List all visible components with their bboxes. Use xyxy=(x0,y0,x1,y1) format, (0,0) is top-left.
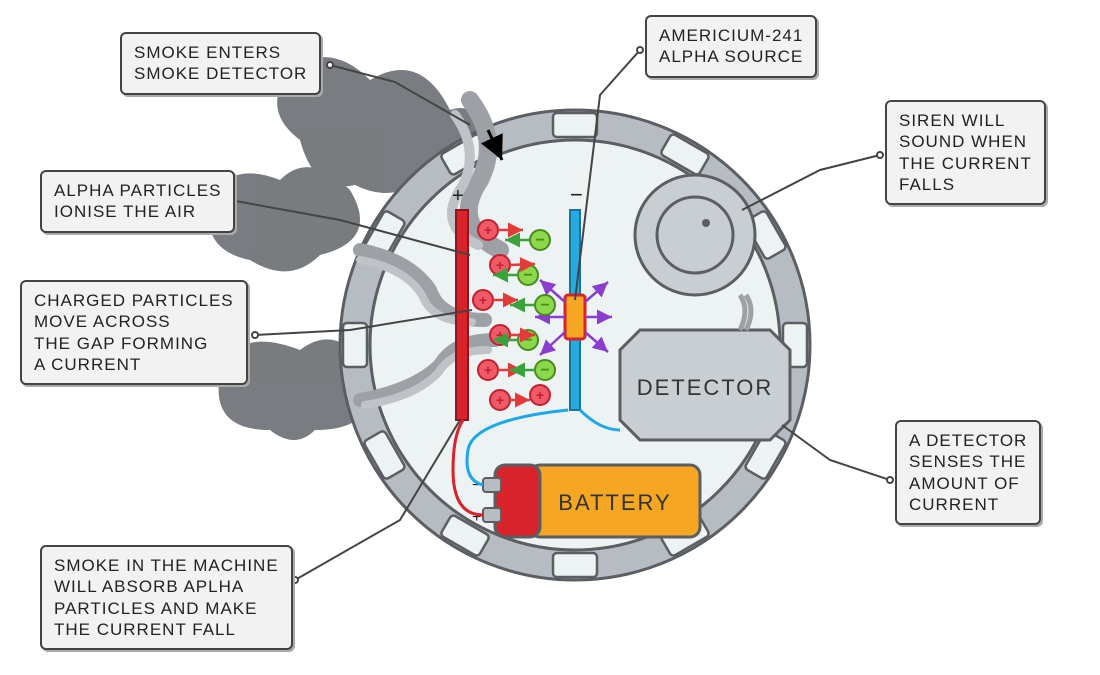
battery-plus: + xyxy=(472,509,481,526)
battery-label: BATTERY xyxy=(558,490,671,515)
svg-text:+: + xyxy=(496,392,504,408)
alpha-source xyxy=(565,295,585,339)
svg-text:−: − xyxy=(535,232,544,249)
label-siren: SIREN WILL SOUND WHEN THE CURRENT FALLS xyxy=(885,100,1046,205)
label-smoke-absorb: SMOKE IN THE MACHINE WILL ABSORB APLHA P… xyxy=(40,545,293,650)
minus-sign-plate: − xyxy=(570,182,583,207)
svg-text:−: − xyxy=(540,362,549,379)
svg-text:+: + xyxy=(536,387,544,403)
svg-text:+: + xyxy=(479,292,487,308)
label-alpha-ionise: ALPHA PARTICLES IONISE THE AIR xyxy=(40,170,235,233)
svg-text:+: + xyxy=(496,257,504,273)
svg-text:+: + xyxy=(484,362,492,378)
label-smoke-enters: SMOKE ENTERS SMOKE DETECTOR xyxy=(120,32,321,95)
detector-label: DETECTOR xyxy=(637,375,774,400)
svg-text:+: + xyxy=(484,222,492,238)
plus-sign-plate: + xyxy=(452,185,464,207)
svg-text:−: − xyxy=(523,267,532,284)
siren xyxy=(635,175,755,295)
battery: BATTERY − + xyxy=(472,465,700,537)
label-americium: AMERICIUM-241 ALPHA SOURCE xyxy=(645,15,817,78)
label-charged-move: CHARGED PARTICLES MOVE ACROSS THE GAP FO… xyxy=(20,280,248,385)
svg-text:−: − xyxy=(540,297,549,314)
detector: DETECTOR xyxy=(620,330,790,440)
red-plate xyxy=(456,210,468,420)
label-detector-senses: A DETECTOR SENSES THE AMOUNT OF CURRENT xyxy=(895,420,1041,525)
